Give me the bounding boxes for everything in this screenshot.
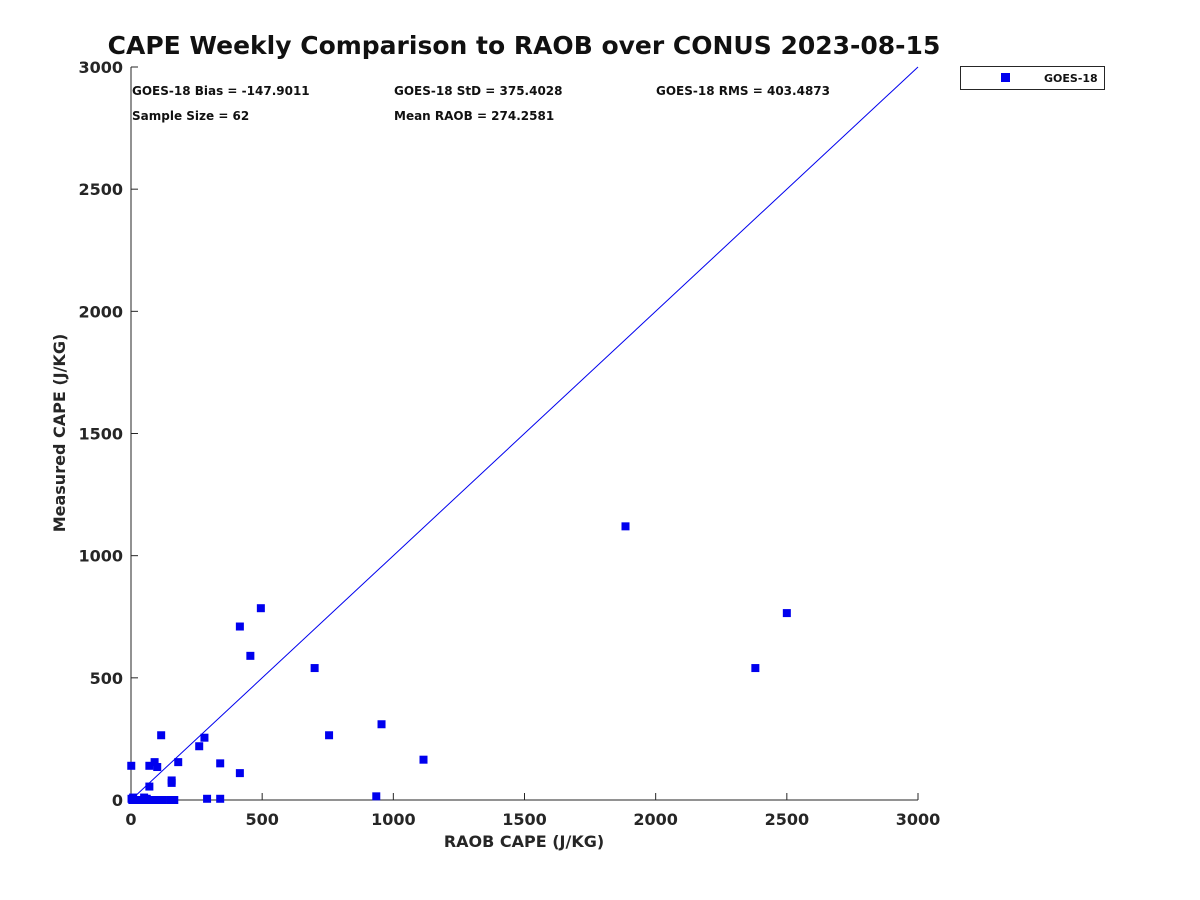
x-tick-label: 2000 <box>633 810 678 829</box>
chart-title: CAPE Weekly Comparison to RAOB over CONU… <box>108 31 941 60</box>
data-point <box>145 761 154 770</box>
data-point <box>751 664 760 673</box>
y-tick-label: 500 <box>90 669 123 688</box>
data-point <box>377 720 386 729</box>
data-point <box>195 742 204 751</box>
data-point <box>167 776 176 785</box>
data-point <box>256 604 265 613</box>
data-point <box>174 758 183 767</box>
x-axis-ticks: 0 500 1000 1500 2000 2500 3000 <box>125 793 940 829</box>
data-point <box>325 731 334 740</box>
data-points <box>127 522 791 804</box>
y-tick-label: 2000 <box>78 302 123 321</box>
data-point <box>153 763 162 772</box>
y-tick-label: 3000 <box>78 58 123 77</box>
y-tick-label: 0 <box>112 791 123 810</box>
data-point <box>419 755 428 764</box>
data-point <box>216 759 225 768</box>
legend-box <box>960 66 1105 90</box>
data-point <box>216 794 225 803</box>
statistics-annotation: GOES-18 Bias = -147.9011 GOES-18 StD = 3… <box>132 84 830 123</box>
data-point <box>145 782 154 791</box>
x-tick-label: 2500 <box>765 810 810 829</box>
data-point <box>310 664 319 673</box>
stat-std: GOES-18 StD = 375.4028 <box>394 84 563 98</box>
y-tick-label: 1500 <box>78 425 123 444</box>
stat-bias: GOES-18 Bias = -147.9011 <box>132 84 310 98</box>
chart-legend: GOES-18 <box>960 66 1105 90</box>
legend-label: GOES-18 <box>1044 72 1098 85</box>
y-tick-label: 2500 <box>78 180 123 199</box>
x-tick-label: 0 <box>125 810 136 829</box>
data-point <box>235 622 244 631</box>
data-point <box>372 792 381 801</box>
x-tick-label: 3000 <box>896 810 941 829</box>
legend-marker-square <box>1001 73 1010 82</box>
data-point <box>203 794 212 803</box>
y-axis-label: Measured CAPE (J/KG) <box>50 334 69 533</box>
stat-mean-raob: Mean RAOB = 274.2581 <box>394 109 554 123</box>
x-tick-label: 1000 <box>371 810 416 829</box>
data-point <box>158 796 167 804</box>
one-to-one-reference-line <box>130 66 919 801</box>
x-tick-label: 500 <box>245 810 278 829</box>
x-axis-label: RAOB CAPE (J/KG) <box>444 832 604 851</box>
data-point <box>621 522 630 531</box>
data-point <box>170 796 179 804</box>
data-point <box>127 761 136 770</box>
data-point <box>200 733 209 742</box>
data-point <box>157 731 166 740</box>
data-point <box>150 758 159 767</box>
stat-sample-size: Sample Size = 62 <box>132 109 249 123</box>
data-point <box>246 651 255 660</box>
data-point <box>235 769 244 778</box>
data-point <box>782 609 791 618</box>
y-tick-label: 1000 <box>78 547 123 566</box>
x-tick-label: 1500 <box>502 810 547 829</box>
stat-rms: GOES-18 RMS = 403.4873 <box>656 84 830 98</box>
